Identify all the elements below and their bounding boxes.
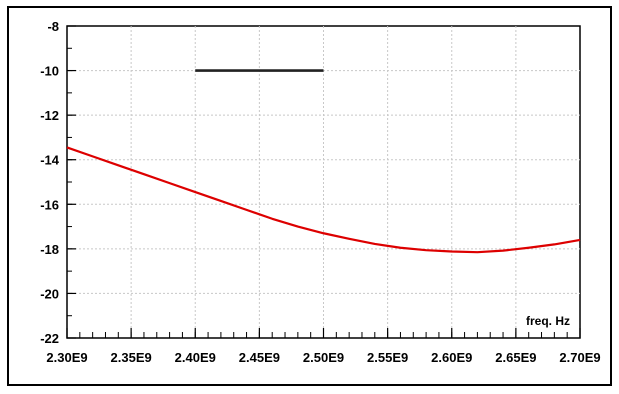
x-tick-label: 2.55E9 bbox=[367, 350, 408, 365]
x-axis-label: freq. Hz bbox=[526, 314, 570, 328]
x-tick-label: 2.30E9 bbox=[46, 350, 87, 365]
x-tick-label: 2.45E9 bbox=[239, 350, 280, 365]
y-tick-label: -8 bbox=[47, 19, 59, 34]
y-tick-label: -14 bbox=[40, 153, 60, 168]
x-tick-label: 2.50E9 bbox=[303, 350, 344, 365]
y-tick-label: -10 bbox=[40, 64, 59, 79]
y-tick-label: -12 bbox=[40, 108, 59, 123]
y-tick-label: -20 bbox=[40, 286, 59, 301]
x-tick-label: 2.70E9 bbox=[559, 350, 600, 365]
series-layer bbox=[66, 69, 581, 254]
x-tick-label: 2.65E9 bbox=[495, 350, 536, 365]
grid-layer bbox=[67, 26, 580, 338]
x-tick-label: 2.35E9 bbox=[111, 350, 152, 365]
y-tick-label: -18 bbox=[40, 242, 59, 257]
x-tick-label: 2.60E9 bbox=[431, 350, 472, 365]
x-tick-label: 2.40E9 bbox=[175, 350, 216, 365]
axis-layer bbox=[66, 25, 581, 339]
y-tick-label: -22 bbox=[40, 331, 59, 346]
y-tick-label: -16 bbox=[40, 197, 59, 212]
series-line-red bbox=[66, 146, 581, 254]
label-layer: -8 -10 -12 -14 -16 -18 -20 -22 2.30E9 2.35E9 2.40E… bbox=[40, 19, 600, 365]
plot-background-layer bbox=[7, 6, 612, 386]
